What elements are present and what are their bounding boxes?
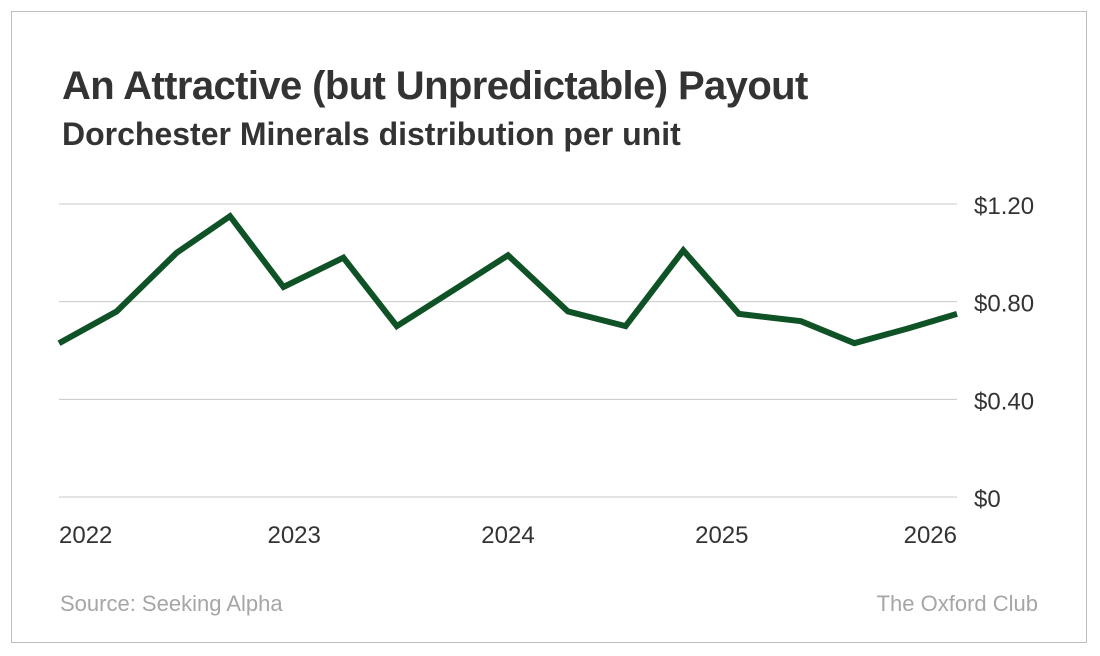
data-point-8 — [505, 252, 511, 258]
data-point-9 — [565, 308, 571, 314]
data-point-6 — [394, 323, 400, 329]
chart-title: An Attractive (but Unpredictable) Payout — [62, 64, 808, 108]
x-tick-label: 2022 — [59, 522, 112, 549]
brand-credit: The Oxford Club — [876, 591, 1038, 616]
gridlines — [59, 203, 957, 498]
data-point-14 — [851, 340, 857, 346]
data-point-4 — [281, 284, 287, 290]
data-point-13 — [798, 318, 804, 324]
source-note: Source: Seeking Alpha — [60, 591, 283, 616]
series-layer — [56, 212, 960, 347]
x-tick-label: 2024 — [481, 522, 534, 549]
y-tick-label: $0 — [974, 486, 1001, 513]
x-axis-ticks: 2022 2023 2024 2025 2026 — [59, 522, 957, 549]
data-point-7 — [452, 286, 458, 292]
y-axis-ticks: $0 $0.40 $0.80 $1.20 — [974, 193, 1034, 513]
x-tick-label: 2023 — [267, 522, 320, 549]
chart-subtitle: Dorchester Minerals distribution per uni… — [62, 116, 681, 152]
data-point-15 — [905, 326, 911, 332]
data-point-12 — [736, 311, 742, 317]
data-point-3 — [227, 213, 233, 219]
data-point-10 — [623, 323, 629, 329]
data-point-2 — [174, 250, 180, 256]
data-point-16 — [954, 311, 960, 317]
y-tick-label: $0.80 — [974, 291, 1034, 318]
data-point-5 — [340, 255, 346, 261]
data-point-1 — [114, 308, 120, 314]
data-point-0 — [56, 340, 62, 346]
x-tick-label: 2026 — [904, 522, 957, 549]
data-point-11 — [680, 247, 686, 253]
x-tick-label: 2025 — [695, 522, 748, 549]
y-tick-label: $1.20 — [974, 193, 1034, 220]
series-line-0 — [57, 212, 958, 347]
y-tick-label: $0.40 — [974, 388, 1034, 415]
